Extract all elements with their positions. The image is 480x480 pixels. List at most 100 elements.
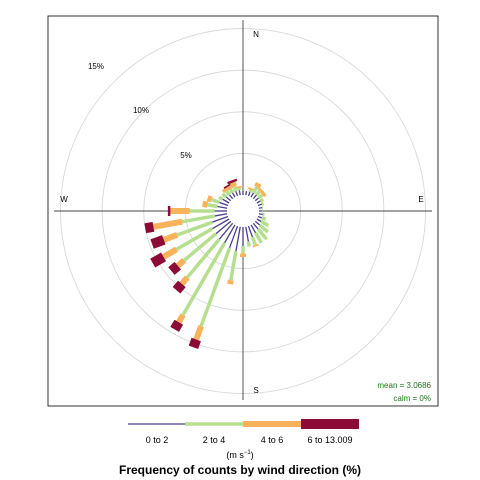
- ring-label-10: 10%: [133, 106, 149, 115]
- direction-label-w: W: [60, 195, 68, 204]
- spoke-210-bin-3: [170, 319, 184, 332]
- spoke-20-bin-0: [247, 191, 251, 197]
- spoke-290-bin-1: [210, 197, 220, 205]
- spoke-250-bin-2: [162, 232, 179, 243]
- spoke-160-bin-0: [247, 225, 254, 238]
- mean-stat: mean = 3.0686: [377, 381, 431, 390]
- spoke-300-bin-0: [222, 198, 230, 204]
- spoke-310-bin-1: [221, 192, 228, 199]
- direction-label-n: N: [253, 30, 259, 39]
- spoke-130-bin-0: [254, 220, 261, 226]
- spoke-40-bin-0: [252, 194, 257, 200]
- spoke-110-bin-1: [261, 216, 267, 221]
- spoke-30-bin-0: [250, 192, 255, 198]
- spoke-240-bin-1: [175, 227, 214, 251]
- spoke-20-bin-2: [247, 187, 255, 191]
- ring-label-5: 5%: [180, 151, 192, 160]
- spoke-50-bin-2: [260, 190, 267, 198]
- spoke-160-bin-2: [252, 243, 259, 248]
- spoke-340-bin-3: [227, 178, 238, 185]
- spoke-60-bin-0: [256, 200, 261, 204]
- spoke-100-bin-0: [258, 213, 263, 216]
- spoke-120-bin-1: [260, 219, 270, 228]
- spoke-330-bin-1: [228, 188, 235, 194]
- spoke-40-bin-1: [255, 189, 262, 197]
- spoke-30-bin-1: [251, 186, 259, 194]
- spoke-290-bin-2: [206, 195, 213, 203]
- spoke-280-bin-2: [202, 200, 209, 208]
- legend-label-2: 4 to 6: [261, 435, 284, 445]
- spoke-260-bin-1: [181, 214, 216, 224]
- spoke-220-bin-1: [185, 238, 221, 279]
- units-exponent: −1: [244, 450, 252, 456]
- spoke-220-bin-2: [179, 275, 190, 286]
- spoke-330-bin-0: [231, 192, 236, 198]
- spoke-340-bin-0: [235, 191, 239, 197]
- direction-label-s: S: [253, 386, 258, 395]
- spoke-200-bin-2: [193, 325, 204, 341]
- spoke-240-bin-3: [150, 252, 167, 268]
- spoke-210-bin-1: [181, 242, 227, 316]
- spoke-320-bin-1: [224, 189, 231, 197]
- spoke-330-bin-2: [226, 184, 234, 191]
- legend: 0 to 2 2 to 4 4 to 6 6 to 13.009: [128, 419, 359, 445]
- units-close: ): [251, 450, 254, 460]
- spoke-70-bin-0: [257, 203, 263, 207]
- spoke-200-bin-3: [188, 337, 201, 350]
- spoke-250-bin-3: [150, 235, 166, 249]
- spoke-70-bin-1: [261, 201, 265, 206]
- spoke-110-bin-0: [257, 215, 263, 219]
- spoke-240-bin-2: [162, 246, 179, 260]
- spoke-240-bin-0: [212, 218, 230, 230]
- spoke-190-bin-1: [229, 251, 238, 281]
- spoke-150-bin-1: [254, 231, 263, 244]
- spoke-350-bin-0: [238, 190, 241, 196]
- spoke-260-bin-0: [214, 213, 228, 217]
- legend-label-3: 6 to 13.009: [307, 435, 352, 445]
- spoke-260-bin-3: [144, 221, 155, 234]
- spoke-250-bin-0: [212, 215, 229, 223]
- spoke-20-bin-1: [248, 189, 253, 193]
- spoke-300-bin-1: [218, 195, 224, 201]
- spoke-250-bin-1: [176, 220, 213, 237]
- spoke-260-bin-2: [152, 218, 183, 230]
- spoke-170-bin-0: [245, 226, 250, 242]
- spoke-140-bin-0: [252, 222, 259, 230]
- spoke-40-bin-2: [257, 187, 264, 194]
- spoke-200-bin-0: [228, 225, 239, 249]
- spoke-50-bin-1: [257, 193, 264, 200]
- calm-circle: [227, 195, 259, 227]
- legend-label-0: 0 to 2: [146, 435, 169, 445]
- spoke-190-bin-2: [227, 279, 234, 285]
- spoke-330-bin-3: [223, 182, 234, 189]
- spoke-310-bin-0: [225, 196, 232, 202]
- spoke-230-bin-1: [183, 232, 218, 262]
- spoke-280-bin-0: [217, 205, 228, 209]
- spoke-130-bin-1: [258, 223, 270, 234]
- direction-label-e: E: [418, 195, 423, 204]
- calm-stat: calm = 0%: [393, 394, 431, 403]
- spoke-340-bin-1: [232, 185, 238, 192]
- spoke-30-bin-2: [254, 181, 262, 189]
- spoke-320-bin-0: [229, 194, 234, 200]
- spoke-230-bin-2: [175, 258, 187, 268]
- spoke-80-bin-0: [258, 206, 263, 209]
- spoke-220-bin-3: [172, 280, 186, 294]
- spoke-160-bin-1: [250, 236, 257, 246]
- spoke-320-bin-2: [221, 186, 229, 194]
- spoke-60-bin-1: [259, 197, 265, 203]
- spoke-230-bin-0: [215, 220, 232, 235]
- spoke-190-bin-0: [235, 226, 241, 252]
- spoke-120-bin-0: [256, 218, 262, 223]
- spoke-200-bin-1: [199, 247, 232, 327]
- chart-title: Frequency of counts by wind direction (%…: [119, 463, 361, 477]
- spoke-290-bin-0: [219, 201, 229, 207]
- spoke-140-bin-1: [256, 227, 269, 241]
- spoke-150-bin-0: [250, 224, 257, 234]
- ring-label-15: 15%: [88, 62, 104, 71]
- spoke-340-bin-2: [229, 181, 237, 188]
- spoke-10-bin-0: [245, 191, 248, 196]
- spoke-210-bin-0: [224, 224, 236, 244]
- spoke-220-bin-0: [218, 222, 234, 240]
